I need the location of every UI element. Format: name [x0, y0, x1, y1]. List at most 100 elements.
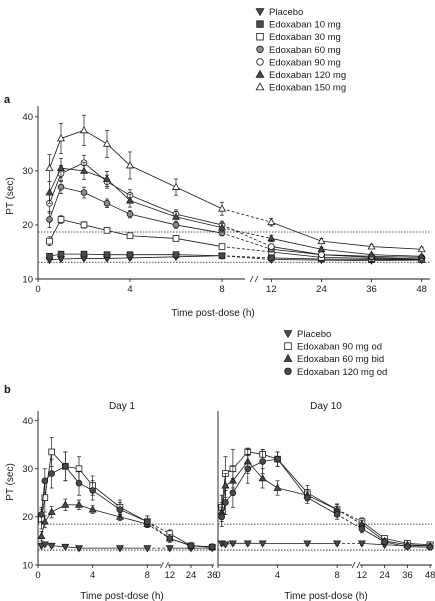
panel-b-day10-edoxaban-90-mg-od-line-9 [361, 521, 385, 539]
panel-a-edoxaban-150-mg-point-6 [217, 204, 227, 212]
panel-a-placebo-line-10 [371, 259, 422, 262]
legend-b-entry-placebo: Placebo [297, 329, 331, 340]
legend-b-marker-edoxaban-90-mg-od [284, 342, 292, 350]
panel-b-day1-edoxaban-60-mg-bid-point-2 [47, 507, 56, 515]
legend-a-marker-edoxaban-120-mg [255, 69, 265, 78]
panel-a-edoxaban-150-mg-point-8 [317, 236, 326, 245]
panel-b-day1-edoxaban-120-mg-od-point-3 [62, 463, 69, 470]
panel-a-x-tick-4: 4 [127, 284, 132, 295]
panel-b-day1-y-tick-30: 30 [22, 464, 33, 475]
panel-a-edoxaban-60-mg-line-8 [271, 248, 322, 256]
panel-a-edoxaban-30-mg-line-4 [106, 229, 131, 237]
panel-a-edoxaban-120-mg-point-2 [79, 166, 89, 174]
panel-a-edoxaban-150-mg-point-7 [267, 217, 276, 226]
panel-a-edoxaban-60-mg-line-3 [83, 192, 108, 204]
panel-a-y-tick-40: 40 [22, 112, 33, 123]
legend-b-marker-edoxaban-60-mg-bid [283, 353, 293, 362]
panel-b-day10-edoxaban-90-mg-od-line-11 [407, 542, 431, 546]
panel-b-day10-edoxaban-120-mg-od-point-7 [333, 511, 341, 518]
panel-a-edoxaban-120-mg-line-7 [221, 227, 272, 239]
panel-a-edoxaban-10-mg-point-3 [103, 251, 111, 258]
panel-b-day10-placebo-point-1 [221, 541, 230, 549]
panel-a-ylabel: PT (sec) [5, 177, 16, 215]
panel-b-day10-x-tick-8: 8 [334, 570, 339, 581]
panel-a-edoxaban-150-mg-point-5 [171, 182, 181, 190]
panel-b-day10-edoxaban-60-mg-bid-line-8 [336, 509, 363, 525]
panel-a-edoxaban-150-mg-line-9 [321, 240, 372, 247]
panel-b-day10-edoxaban-60-mg-bid-point-1 [221, 481, 230, 489]
panel-a-x-tick-0: 0 [35, 284, 40, 295]
panel-b-ylabel: PT (sec) [5, 463, 16, 501]
panel-a-edoxaban-10-mg-point-0 [46, 252, 53, 260]
panel-a-edoxaban-90-mg-line-8 [271, 246, 322, 256]
panel-a-edoxaban-30-mg-line-2 [60, 219, 85, 226]
panel-a-edoxaban-120-mg-line-6 [175, 216, 223, 229]
panel-b-day1-title: Day 1 [109, 401, 136, 412]
panel-b-day10-edoxaban-60-mg-bid-line-3 [232, 461, 249, 482]
panel-b-day1-x-tick-24: 24 [186, 570, 197, 581]
panel-a-edoxaban-120-mg-series [45, 158, 426, 260]
panel-b-day1-xlabel: Time post-dose (h) [80, 591, 164, 601]
panel-b-day10-edoxaban-120-mg-od-line-10 [384, 541, 408, 548]
panel-a-edoxaban-10-mg-point-5 [172, 251, 180, 258]
panel-b-day1-edoxaban-60-mg-bid-point-0 [37, 531, 46, 539]
panel-a-edoxaban-60-mg-point-4 [126, 210, 134, 218]
legend-a-marker-edoxaban-60-mg [256, 45, 264, 53]
panel-b-day10-x-tick-0: 0 [215, 570, 220, 581]
panel-a-x-tick-48: 48 [416, 284, 427, 295]
panel-b-day10-title: Day 10 [310, 401, 342, 412]
panel-b-day1-edoxaban-60-mg-bid-point-5 [88, 505, 97, 513]
panel-b-day10-edoxaban-120-mg-od-point-3 [244, 465, 252, 473]
panel-b-day10-axis-break-right [356, 561, 361, 569]
panel-b-day1-edoxaban-120-mg-od-point-5 [89, 487, 96, 494]
panel-b-day1-edoxaban-120-mg-od-line-10 [190, 545, 213, 548]
legend-a-entry-edoxaban-10-mg: Edoxaban 10 mg [269, 20, 341, 31]
panel-a-placebo-line-9 [321, 259, 372, 262]
panel-b-day1-x-tick-8: 8 [145, 570, 150, 581]
panel-a-edoxaban-60-mg-point-0 [46, 216, 53, 223]
panel-b-day10-placebo-point-4 [258, 540, 267, 548]
panel-a-edoxaban-10-mg-line-3 [83, 253, 108, 256]
panel-a-edoxaban-60-mg-point-3 [103, 200, 111, 207]
panel-b-day1-edoxaban-120-mg-od-point-7 [144, 518, 151, 525]
panel-a-edoxaban-150-mg-line-2 [60, 129, 85, 139]
panel-b-day10-placebo-line-8 [361, 542, 385, 546]
panel-a-edoxaban-10-mg-point-4 [126, 251, 134, 258]
panel-a-placebo-line-5 [129, 256, 177, 259]
panel-a-edoxaban-30-mg-point-1 [57, 216, 65, 223]
panel-b-day1-edoxaban-120-mg-od-point-1 [41, 477, 49, 485]
panel-a-edoxaban-30-mg-point-4 [126, 232, 134, 240]
panel-a-edoxaban-30-mg-line-10 [371, 258, 422, 260]
panel-b-day1-y-tick-10: 10 [22, 560, 33, 571]
panel-b-day1-edoxaban-60-mg-bid-line-7 [119, 516, 148, 525]
legend-a-entry-edoxaban-120-mg: Edoxaban 120 mg [269, 70, 346, 81]
panel-a-edoxaban-120-mg-line-9 [321, 248, 372, 256]
panel-a-placebo-line-7 [221, 255, 272, 260]
panel-b-day1-edoxaban-90-mg-od-point-1 [41, 494, 49, 501]
panel-b-day1-y-tick-40: 40 [22, 416, 33, 427]
panel-b-day10-edoxaban-60-mg-bid-line-10 [384, 540, 408, 546]
panel-a-edoxaban-10-mg-point-1 [57, 250, 65, 258]
panel-b-day10-edoxaban-120-mg-od-point-4 [259, 458, 266, 465]
panel-b-day1-edoxaban-60-mg-bid-point-1 [40, 517, 49, 525]
panel-b-day1-edoxaban-120-mg-od-line-6 [92, 490, 121, 510]
panel-b-day10-edoxaban-120-mg-od-line-9 [361, 528, 385, 543]
panel-b-day1-edoxaban-90-mg-od-line-2 [44, 451, 53, 498]
panel-b-day1-edoxaban-90-mg-od-line-6 [92, 485, 121, 508]
panel-b-day1-x-tick-4: 4 [90, 570, 95, 581]
panel-b-day10-x-tick-12: 12 [357, 570, 368, 581]
panel-a-edoxaban-120-mg-point-0 [45, 188, 54, 196]
legend-a-marker-edoxaban-90-mg [256, 58, 264, 66]
panel-b-day10-x-tick-36: 36 [402, 570, 413, 581]
legend-a-marker-edoxaban-30-mg [256, 33, 264, 41]
panel-a-edoxaban-90-mg-line-9 [321, 254, 372, 257]
panel-b-day1-edoxaban-90-mg-od-point-2 [48, 448, 55, 456]
panel-a-edoxaban-30-mg-point-5 [172, 235, 180, 242]
legend-a-entry-edoxaban-60-mg: Edoxaban 60 mg [269, 45, 341, 56]
panel-a-edoxaban-150-mg-series [45, 114, 426, 253]
panel-b-day10-edoxaban-60-mg-bid-series [217, 449, 435, 549]
panel-a-placebo-line-2 [60, 258, 85, 260]
panel-a-edoxaban-120-mg-line-10 [371, 254, 422, 257]
